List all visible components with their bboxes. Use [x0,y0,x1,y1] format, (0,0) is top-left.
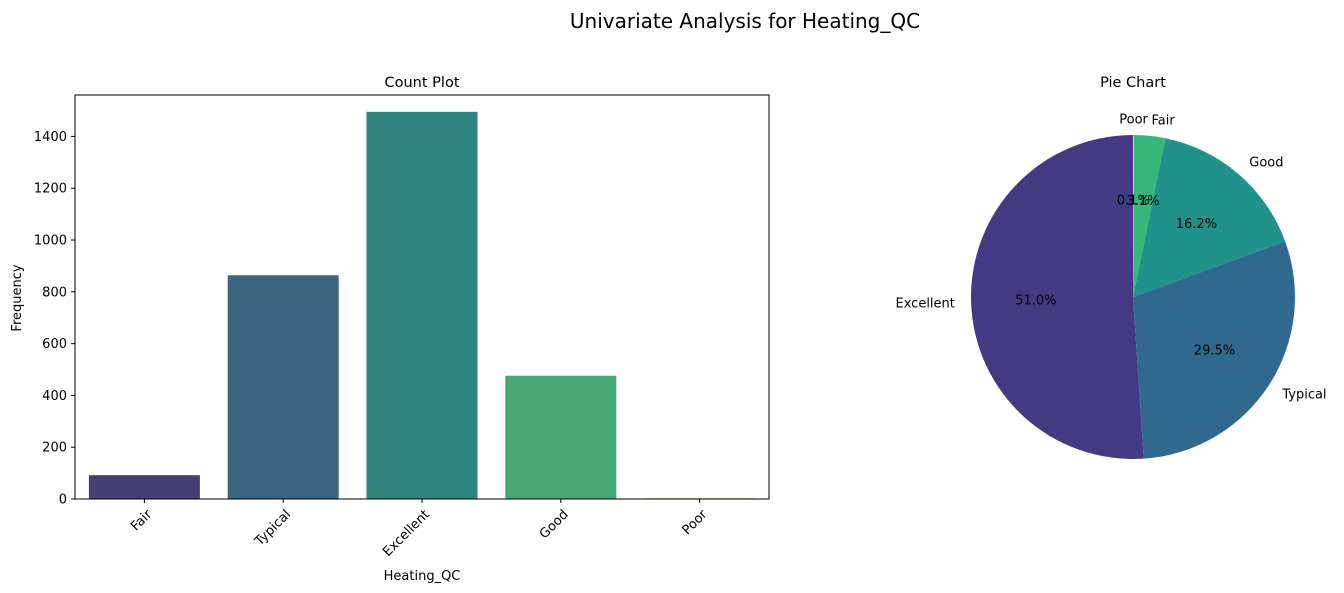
pie-pct-good: 16.2% [1176,217,1217,232]
bar-fair [88,475,200,499]
y-tick-label: 200 [42,441,67,456]
x-tick-label: Typical [251,507,294,550]
bar-good [505,375,617,499]
pie-label-typical: Typical [1281,388,1326,403]
pie-chart: Pie Chart Excellent 51.0% Typical 29.5% Good… [896,75,1327,459]
count-plot-title: Count Plot [385,75,460,91]
pie-slice-poor [1133,135,1135,297]
pie-slices [971,135,1296,459]
pie-slice-good [1133,138,1286,297]
pie-label-excellent: Excellent [896,296,955,311]
y-tick-label: 0 [59,493,67,508]
y-tick-label: 800 [42,285,67,300]
pie-label-poor: Poor [1119,112,1148,127]
y-axis: 0 200 400 600 800 1000 1200 1400 [34,130,75,508]
y-axis-label: Frequency [10,264,25,331]
pie-chart-title: Pie Chart [1100,75,1166,91]
pie-pct-fair: 3.1% [1127,194,1160,209]
pie-slice-typical [1133,241,1296,459]
bar-group [88,111,756,500]
y-tick-label: 600 [42,337,67,352]
bar-typical [227,275,339,499]
pie-pct-poor: 0.1% [1117,193,1150,208]
y-tick-label: 1200 [34,182,67,197]
pie-label-fair: Fair [1151,113,1175,128]
bar-excellent [366,111,478,499]
y-tick-label: 1000 [34,234,67,249]
pie-slice-excellent [971,135,1144,459]
pie-labels: Excellent 51.0% Typical 29.5% Good 16.2% Fair 3… [896,112,1327,402]
count-plot: Count Plot 0 200 400 600 800 1000 1200 1400 Fai… [10,75,770,584]
x-tick-label: Fair [128,507,155,534]
x-tick-label: Good [537,507,572,542]
figure-title: Univariate Analysis for Heating_QC [570,9,920,33]
pie-pct-typical: 29.5% [1194,344,1235,359]
x-axis: Fair Typical Excellent Good Poor [128,499,711,560]
x-tick-label: Poor [680,507,711,538]
pie-label-good: Good [1249,155,1283,170]
x-tick-label: Excellent [380,507,433,560]
y-tick-label: 1400 [34,130,67,145]
pie-pct-excellent: 51.0% [1015,294,1056,309]
pie-slice-fair [1133,135,1166,297]
y-tick-label: 400 [42,389,67,404]
x-axis-label: Heating_QC [384,569,461,584]
